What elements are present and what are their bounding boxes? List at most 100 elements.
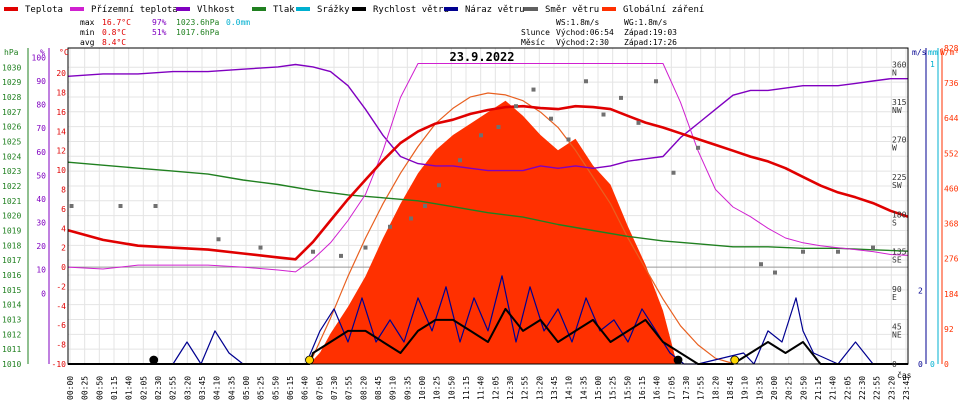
x-tick: 07:55 <box>345 376 354 400</box>
x-tick: 13:20 <box>535 376 544 400</box>
wind-direction-point <box>153 204 158 208</box>
temperature-tick: -4 <box>56 302 66 311</box>
wind-direction-tick: 45 <box>892 323 902 332</box>
x-tick: 19:35 <box>755 376 764 400</box>
radiation-tick: 828 <box>944 44 959 53</box>
wind-direction-point <box>409 216 413 221</box>
temperature-tick: 4 <box>61 224 66 233</box>
wind-direction-point <box>836 249 840 254</box>
wind-direction-point <box>584 79 588 84</box>
x-tick: 12:55 <box>521 376 530 400</box>
wind-speed-axis-title: m/s <box>912 48 927 57</box>
x-tick: 00:00 <box>66 376 75 400</box>
x-tick: 15:25 <box>609 376 618 400</box>
x-tick: 20:00 <box>770 376 779 400</box>
x-tick: 23:45 <box>902 376 911 400</box>
series-line <box>68 275 908 365</box>
x-tick: 11:15 <box>462 376 471 400</box>
wind-direction-point <box>311 249 315 254</box>
x-tick: 19:10 <box>741 376 750 400</box>
humidity-tick: 20 <box>36 242 46 251</box>
temperature-axis-title: °C <box>59 48 69 57</box>
series-line <box>67 161 909 252</box>
wind-direction-tick: W <box>892 143 897 152</box>
humidity-tick: 0 <box>41 289 46 298</box>
wind-direction-point <box>496 125 501 129</box>
series-line <box>67 104 909 261</box>
x-tick: 08:45 <box>374 376 383 400</box>
pressure-tick: 1028 <box>2 93 21 102</box>
plot-area <box>67 48 909 365</box>
stat-value: avg <box>80 38 95 47</box>
pressure-tick: 1026 <box>2 123 21 132</box>
wind-direction-tick: 225 <box>892 173 907 182</box>
radiation-axis-title: W/m² <box>940 48 959 57</box>
x-tick: 14:10 <box>565 376 574 400</box>
radiation-tick: 736 <box>944 79 959 88</box>
wind-direction-point <box>801 249 805 254</box>
sunset-marker <box>730 355 740 365</box>
legend: Teplota Přízemní teplota Vlhkost Tlak Srážky… <box>4 5 704 15</box>
x-tick: 04:10 <box>213 376 222 400</box>
humidity-tick: 90 <box>36 77 46 86</box>
moon-label: Měsíc <box>521 38 545 47</box>
x-tick: 04:35 <box>227 376 236 400</box>
legend-label: Přízemní teplota <box>91 5 178 15</box>
stat-value: 8.4°C <box>102 38 126 47</box>
x-tick: 02:30 <box>154 376 163 400</box>
wind-direction-point <box>69 204 74 208</box>
x-tick: 15:00 <box>594 376 603 400</box>
x-tick: 22:30 <box>858 376 867 400</box>
wind-direction-tick: 180 <box>892 210 907 219</box>
x-tick: 15:50 <box>623 376 632 400</box>
pressure-tick: 1029 <box>2 78 21 87</box>
legend-swatch <box>602 7 616 11</box>
wind-direction-point <box>654 79 658 84</box>
stat-value: 0.8°C <box>102 28 126 37</box>
pressure-tick: 1021 <box>2 197 21 206</box>
legend-label: Srážky <box>317 5 350 15</box>
radiation-tick: 184 <box>944 290 959 299</box>
chart-title: 23.9.2022 <box>449 50 514 64</box>
series-area <box>309 100 677 364</box>
x-tick: 22:55 <box>873 376 882 400</box>
pressure-tick: 1025 <box>2 137 21 146</box>
x-tick: 10:25 <box>433 376 442 400</box>
wind-direction-tick: 0 <box>892 360 897 369</box>
wind-direction-tick: 90 <box>892 285 902 294</box>
sun-label: Slunce <box>521 28 550 37</box>
x-tick: 00:50 <box>95 376 104 400</box>
humidity-tick: 30 <box>36 219 46 228</box>
pressure-axis-title: hPa <box>4 48 19 57</box>
stat-value: 97% <box>152 18 167 27</box>
stats-block: max 16.7°C 97% 1023.6hPa 0.0mm min 0.8°C 51% 101… <box>80 18 250 47</box>
x-tick: 06:40 <box>301 376 310 400</box>
pressure-tick: 1013 <box>2 315 21 324</box>
wind-direction-point <box>696 145 700 150</box>
x-tick: 00:25 <box>81 376 90 400</box>
pressure-tick: 1014 <box>2 301 21 310</box>
temperature-tick: 20 <box>56 69 66 78</box>
series-line <box>67 63 908 172</box>
x-tick: 03:20 <box>183 376 192 400</box>
sunset-info: Západ:19:03 <box>624 28 677 37</box>
wind-direction-point <box>423 204 427 208</box>
temperature-tick: 10 <box>56 166 66 175</box>
humidity-tick: 80 <box>36 101 46 110</box>
plot-border <box>67 47 909 365</box>
pressure-tick: 1020 <box>2 212 21 221</box>
wind-direction-point <box>258 245 263 250</box>
radiation-tick: 0 <box>944 360 949 369</box>
humidity-axis-title: % <box>40 48 45 57</box>
temperature-tick: 8 <box>61 186 66 195</box>
pressure-tick: 1010 <box>2 360 21 369</box>
wind-speed-info: WS:1.8m/s <box>556 18 600 27</box>
x-tick: 17:30 <box>682 376 691 400</box>
x-tick: 18:45 <box>726 376 735 400</box>
x-tick: 20:25 <box>785 376 794 400</box>
wind-direction-point <box>871 245 875 250</box>
x-tick: 05:00 <box>242 376 251 400</box>
legend-label: Globální záření <box>623 5 704 15</box>
